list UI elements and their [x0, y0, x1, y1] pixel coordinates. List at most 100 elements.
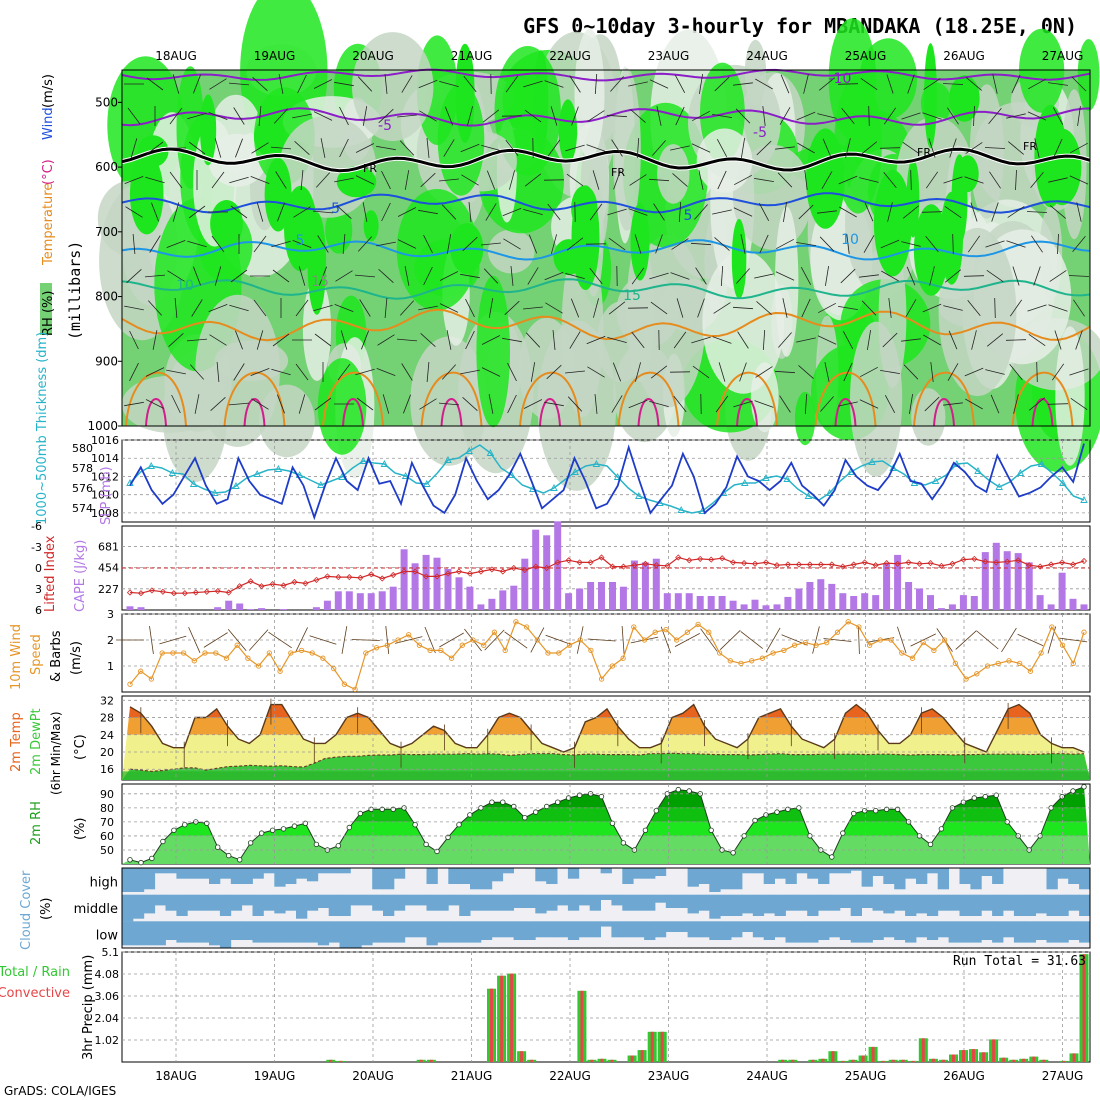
top-day-label: 20AUG: [352, 49, 394, 63]
wind-barb: [229, 176, 249, 184]
rh-moist-patch: [553, 239, 584, 276]
rh-patch: [574, 29, 605, 159]
cloud-middle-bar: [937, 894, 949, 911]
cloud-middle-bar: [296, 894, 308, 919]
li-marker: [1080, 557, 1088, 565]
wind-barb: [483, 268, 499, 284]
wind-barb: [985, 369, 1005, 375]
cloud-low-bar: [328, 921, 340, 943]
wind-barb: [674, 75, 686, 93]
wind-barb: [589, 203, 603, 221]
cape-tick-label: 681: [98, 540, 119, 553]
wind10-barb: [621, 625, 625, 655]
wind10-marker: [695, 621, 701, 628]
wind10-barb: [149, 626, 154, 654]
cloud-high-bar: [328, 868, 340, 874]
cloud-middle-bar: [154, 894, 166, 906]
cape-bar: [1025, 562, 1033, 610]
wind-barb: [468, 202, 472, 222]
cape-bar: [126, 606, 134, 610]
wind-barb: [188, 205, 206, 219]
cloud-high-bar: [731, 868, 743, 890]
cloud-high-bar: [818, 868, 830, 884]
wind10-barb: [976, 630, 999, 650]
thickness-marker: [762, 474, 770, 481]
thickness-tick-label: 578: [72, 462, 93, 475]
wind10-barb: [351, 639, 380, 641]
wind-barb: [334, 177, 354, 183]
cloud-middle-bar: [611, 894, 623, 906]
li-tick-label: 6: [35, 604, 42, 617]
cloud-middle-bar: [1057, 894, 1069, 916]
rh2m-marker: [533, 809, 539, 815]
cloud-low-bar: [796, 921, 808, 943]
wind-barb: [1069, 368, 1089, 376]
li-marker: [938, 562, 945, 569]
wind10-barb: [295, 627, 308, 653]
wind-barb: [171, 394, 181, 414]
wind-barb: [230, 205, 248, 219]
cloud-cover-panel: high middle low Cloud Cover (%): [19, 867, 1091, 950]
thickness-marker: [338, 473, 346, 480]
wind-barb: [694, 204, 708, 220]
cape-bar: [236, 603, 244, 610]
wind-barb: [881, 270, 899, 282]
wind-barb: [986, 333, 1004, 347]
wind-barb: [146, 77, 164, 91]
cloud-middle-bar: [187, 894, 199, 911]
thickness-marker: [677, 506, 685, 513]
wind-barb: [292, 113, 312, 119]
cape-bar: [1080, 604, 1088, 610]
cloud-middle-bar: [948, 894, 960, 911]
wind-barb: [868, 105, 870, 127]
wind-barb: [188, 141, 206, 155]
wind-barb: [186, 338, 208, 342]
isotherm-label: 10: [841, 232, 859, 248]
wind-barb: [166, 240, 186, 248]
wind-barb: [565, 370, 585, 374]
cloud-middle-bar: [774, 894, 786, 916]
upper-air-panel: 500 600 700 800 900 1000 -10 -5 -5 FR FR FR FR -5 5 5 10…: [40, 0, 1100, 491]
cloud-high-bar: [774, 868, 786, 879]
wind-barb: [1077, 106, 1081, 126]
precip-tick-label: 2.04: [95, 1012, 120, 1025]
cape-bar: [532, 529, 540, 610]
cloud-high-bar: [383, 868, 395, 890]
wind10m-panel: 1 2 3 10m Wind Speed & Barbs (m/s): [9, 608, 1091, 693]
isotherm-25-bump: [342, 398, 364, 427]
cloud-middle-bar: [524, 894, 536, 908]
rh-moist-patch: [806, 128, 845, 229]
li-marker: [576, 559, 583, 566]
wind-barb: [376, 241, 396, 247]
li-marker: [927, 560, 934, 567]
wind-barb: [649, 79, 669, 89]
wind-barb: [840, 268, 856, 284]
wind-barb: [342, 233, 346, 255]
wind-barb: [252, 77, 268, 91]
cape-bar: [641, 562, 649, 610]
rh2m-unit: (%): [73, 818, 88, 841]
li-marker: [916, 560, 923, 567]
wind-barb: [419, 398, 437, 410]
wind-barb: [888, 298, 892, 318]
rh2m-marker: [258, 830, 265, 836]
cloud-low-bar: [1079, 921, 1091, 943]
wind10-marker: [716, 650, 723, 656]
wind10-barb: [424, 626, 436, 654]
wind-barb: [523, 80, 543, 88]
wind-barb: [921, 211, 943, 213]
wind-barb: [124, 176, 144, 184]
wind-barb: [586, 144, 606, 152]
wind-barb: [864, 202, 874, 222]
wind-barb: [797, 142, 815, 154]
cloud-low-bar: [415, 921, 427, 938]
wind10-line: [129, 620, 1085, 691]
rh2m-marker: [982, 793, 988, 800]
isotherm-20-bump: [814, 371, 877, 427]
cloud-low-bar: [807, 921, 819, 943]
footer-credit: GrADS: COLA/IGES: [4, 1084, 116, 1098]
cloud-low-bar: [154, 921, 166, 946]
wind-barb: [270, 146, 292, 150]
wind10-barb: [700, 628, 718, 652]
cloud-high-bar: [230, 868, 243, 884]
